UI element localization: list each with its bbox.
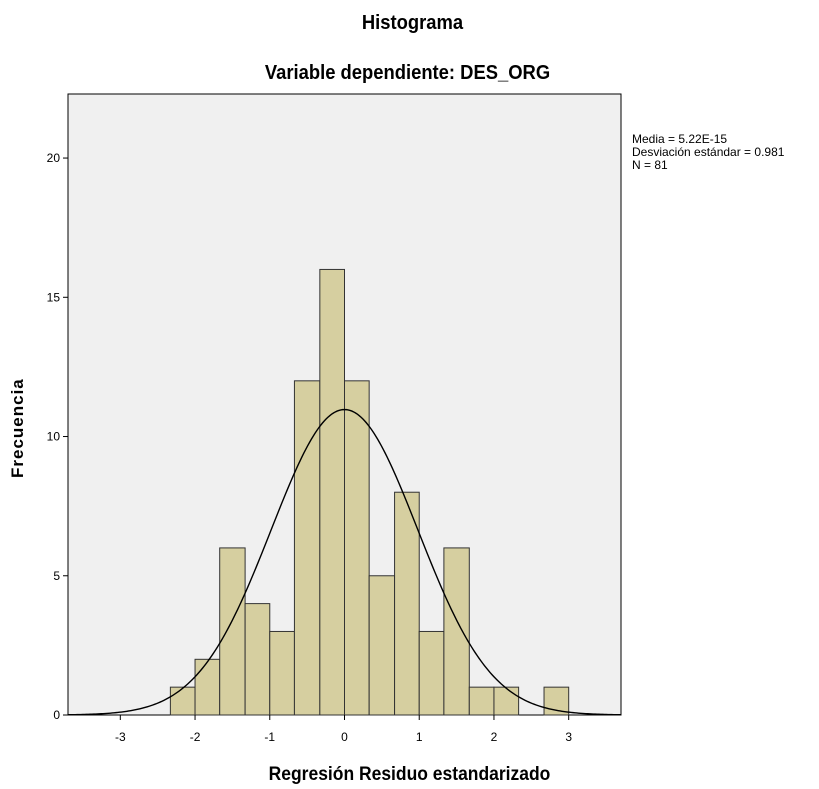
y-axis-label: Frecuencia — [8, 378, 27, 478]
x-tick-label--1: -1 — [264, 730, 275, 744]
y-tick-label-15: 15 — [47, 290, 61, 304]
x-tick-label-2: 2 — [491, 730, 498, 744]
histogram-bar-6 — [319, 268, 346, 716]
x-tick-label-1: 1 — [416, 730, 423, 744]
x-axis-label: Regresión Residuo estandarizado — [268, 764, 551, 785]
normal-curve — [67, 408, 622, 716]
y-tick-label-5: 5 — [53, 569, 60, 583]
chart-subtitle: Variable dependiente: DES_ORG — [264, 62, 551, 84]
histogram-bar-9 — [394, 491, 420, 716]
y-tick-label-10: 10 — [47, 430, 61, 444]
histogram-bar-11 — [443, 547, 470, 716]
x-tick-label--3: -3 — [115, 730, 126, 744]
stats-n: N = 81 — [632, 158, 668, 172]
chart-title: Histograma — [361, 12, 464, 34]
histogram-bar-10 — [418, 630, 445, 716]
histogram-bar-13 — [493, 686, 520, 716]
y-tick-label-20: 20 — [47, 151, 61, 165]
stats-box: Media = 5.22E-15 Desviación estándar = 0… — [632, 133, 784, 172]
histogram-bar-4 — [269, 630, 295, 716]
histogram-bar-2 — [219, 547, 246, 716]
stats-mean: Media = 5.22E-15 — [632, 132, 728, 146]
x-tick-label-0: 0 — [341, 730, 348, 744]
x-tick-label-3: 3 — [565, 730, 572, 744]
y-tick-label-0: 0 — [53, 708, 60, 722]
histogram-bar-3 — [244, 603, 271, 716]
x-tick-label--2: -2 — [190, 730, 201, 744]
histogram-bar-1 — [194, 658, 221, 716]
histogram-bar-12 — [468, 686, 495, 716]
stats-sd: Desviación estándar = 0.981 — [632, 145, 785, 159]
histogram-bar-0 — [169, 686, 196, 716]
histogram-bar-7 — [344, 380, 370, 716]
histogram-bar-8 — [368, 575, 396, 716]
